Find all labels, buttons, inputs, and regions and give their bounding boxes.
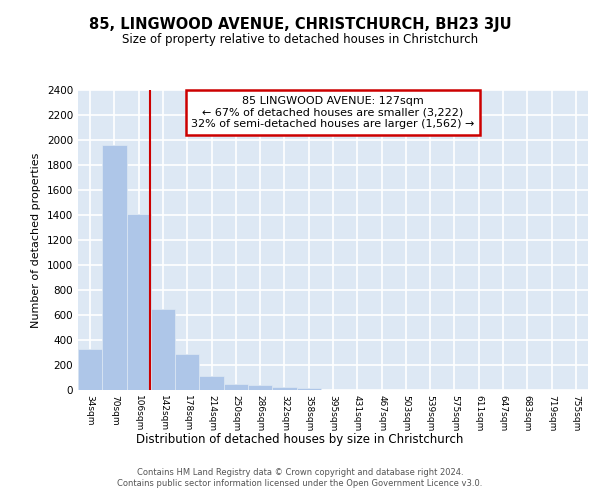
Bar [102,145,127,390]
Text: Distribution of detached houses by size in Christchurch: Distribution of detached houses by size … [136,432,464,446]
Bar [248,385,272,390]
Y-axis label: Number of detached properties: Number of detached properties [31,152,41,328]
Bar [151,308,175,390]
Bar [224,384,248,390]
Bar [175,354,199,390]
Text: Contains HM Land Registry data © Crown copyright and database right 2024.
Contai: Contains HM Land Registry data © Crown c… [118,468,482,487]
Bar [296,388,321,390]
Bar [127,214,151,390]
Bar [199,376,224,390]
Text: Size of property relative to detached houses in Christchurch: Size of property relative to detached ho… [122,32,478,46]
Bar [272,386,296,390]
Text: 85, LINGWOOD AVENUE, CHRISTCHURCH, BH23 3JU: 85, LINGWOOD AVENUE, CHRISTCHURCH, BH23 … [89,18,511,32]
Bar [78,350,102,390]
Text: 85 LINGWOOD AVENUE: 127sqm
← 67% of detached houses are smaller (3,222)
32% of s: 85 LINGWOOD AVENUE: 127sqm ← 67% of deta… [191,96,475,129]
